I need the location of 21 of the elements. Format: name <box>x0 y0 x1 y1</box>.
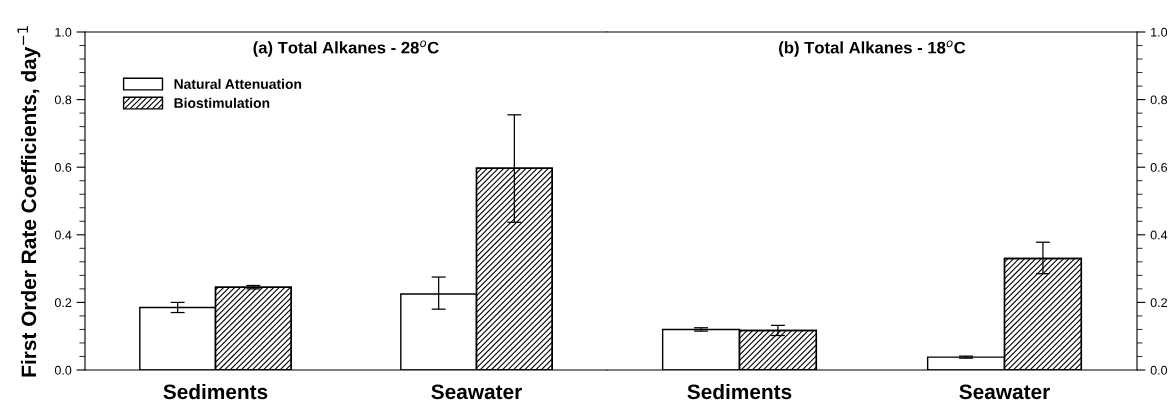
text: 1.0 <box>55 27 72 37</box>
y-tick-label: 0.2 <box>54 298 72 308</box>
x-tick-label: Seawater <box>431 384 522 400</box>
y2-tick-label: 0.6 <box>1150 163 1168 172</box>
y2-tick-label: 0.4 <box>1150 230 1168 240</box>
y-tick-label: 0.8 <box>54 95 72 105</box>
legend-label: Natural Attenuation <box>174 78 302 89</box>
x-tick-label: Seawater <box>959 384 1050 400</box>
y-tick-label: 0.4 <box>54 230 72 240</box>
text: 0.0 <box>1150 365 1168 375</box>
y-tick-label: 0.6 <box>54 163 72 172</box>
y2-tick-label: 0.2 <box>1150 298 1167 308</box>
y2-tick-label: 0.8 <box>1150 95 1168 105</box>
x-tick-label: Sediments <box>163 383 268 400</box>
legend-label: Biostimulation <box>174 97 270 108</box>
chart-title: (b) Total Alkanes - 18$^{o}$C <box>779 40 966 57</box>
text: 1.0 <box>1151 27 1168 37</box>
text: 0.0 <box>54 365 72 375</box>
chart-title: (a) Total Alkanes - 28$^{o}$C <box>253 40 439 57</box>
x-tick-label: Sediments <box>687 383 792 400</box>
y-axis-title: First Order Rate Coefficients, day$^{−1}$ <box>17 26 41 377</box>
